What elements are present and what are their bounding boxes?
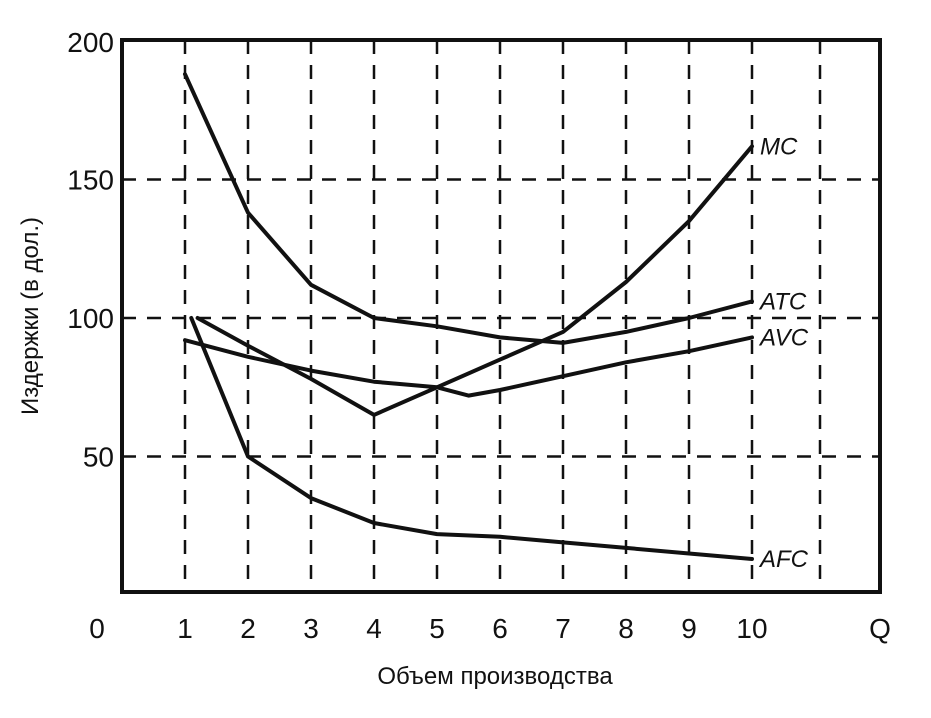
- series-label-mc: MC: [760, 133, 798, 160]
- series-labels: MC ATC AVC AFC: [758, 133, 809, 573]
- y-tick-label: 50: [83, 442, 114, 473]
- y-axis-title: Издержки (в дол.): [17, 217, 44, 415]
- x-tick-label: 2: [240, 613, 256, 644]
- x-tick-label: 7: [555, 613, 571, 644]
- series-lines: [183, 72, 754, 561]
- x-tick-label: 3: [303, 613, 319, 644]
- grid: [122, 40, 880, 592]
- series-line-mc: [195, 144, 754, 417]
- x-tick-label: 6: [492, 613, 508, 644]
- x-tick-label: 1: [177, 613, 193, 644]
- x-origin-label: 0: [89, 613, 105, 644]
- x-tick-label: 9: [681, 613, 697, 644]
- x-end-label: Q: [869, 613, 891, 644]
- series-line-atc: [183, 72, 754, 345]
- series-label-avc: AVC: [758, 324, 809, 351]
- series-label-atc: ATC: [758, 288, 807, 315]
- x-tick-label: 10: [736, 613, 767, 644]
- y-tick-label: 200: [67, 27, 114, 58]
- series-line-afc: [189, 316, 754, 561]
- x-axis-title: Объем производства: [377, 663, 613, 690]
- x-tick-label: 8: [618, 613, 634, 644]
- x-tick-label: 5: [429, 613, 445, 644]
- plot-frame: [120, 38, 882, 594]
- tick-labels: 1 2 3 4 5 6 7 8 9 10 50 100 150 200: [67, 27, 767, 644]
- y-tick-label: 150: [67, 165, 114, 196]
- y-tick-label: 100: [67, 303, 114, 334]
- series-line-avc: [183, 335, 754, 398]
- series-label-afc: AFC: [758, 546, 809, 573]
- x-tick-label: 4: [366, 613, 382, 644]
